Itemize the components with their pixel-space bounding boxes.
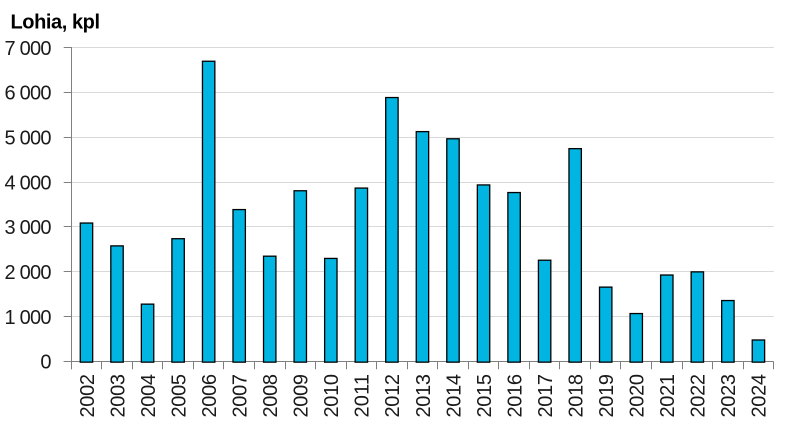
svg-text:2017: 2017: [535, 374, 557, 418]
svg-text:2022: 2022: [688, 374, 710, 418]
svg-text:1 000: 1 000: [5, 307, 52, 329]
svg-text:Lohia, kpl: Lohia, kpl: [11, 12, 101, 34]
svg-text:6 000: 6 000: [5, 83, 52, 105]
svg-text:2007: 2007: [230, 374, 252, 418]
svg-text:2019: 2019: [596, 374, 618, 418]
svg-text:2024: 2024: [749, 374, 771, 418]
svg-text:2015: 2015: [474, 374, 496, 418]
svg-text:2009: 2009: [291, 374, 313, 418]
svg-text:5 000: 5 000: [5, 128, 52, 150]
svg-text:2021: 2021: [657, 374, 679, 418]
svg-text:2023: 2023: [718, 374, 740, 418]
svg-text:2006: 2006: [199, 374, 221, 418]
svg-text:2 000: 2 000: [5, 262, 52, 284]
svg-text:2008: 2008: [260, 374, 282, 418]
svg-text:2010: 2010: [321, 374, 343, 418]
svg-text:4 000: 4 000: [5, 172, 52, 194]
svg-text:2020: 2020: [627, 374, 649, 418]
svg-text:2016: 2016: [504, 374, 526, 418]
svg-text:2002: 2002: [77, 374, 99, 418]
svg-text:7 000: 7 000: [5, 38, 52, 60]
svg-text:2018: 2018: [566, 374, 588, 418]
svg-text:2005: 2005: [168, 374, 190, 418]
svg-text:3 000: 3 000: [5, 217, 52, 239]
svg-text:2004: 2004: [138, 374, 160, 418]
svg-text:2012: 2012: [382, 374, 404, 418]
svg-text:2011: 2011: [352, 374, 374, 418]
svg-text:2003: 2003: [107, 374, 129, 418]
svg-text:0: 0: [40, 352, 51, 374]
svg-text:2013: 2013: [413, 374, 435, 418]
svg-text:2014: 2014: [443, 374, 465, 418]
